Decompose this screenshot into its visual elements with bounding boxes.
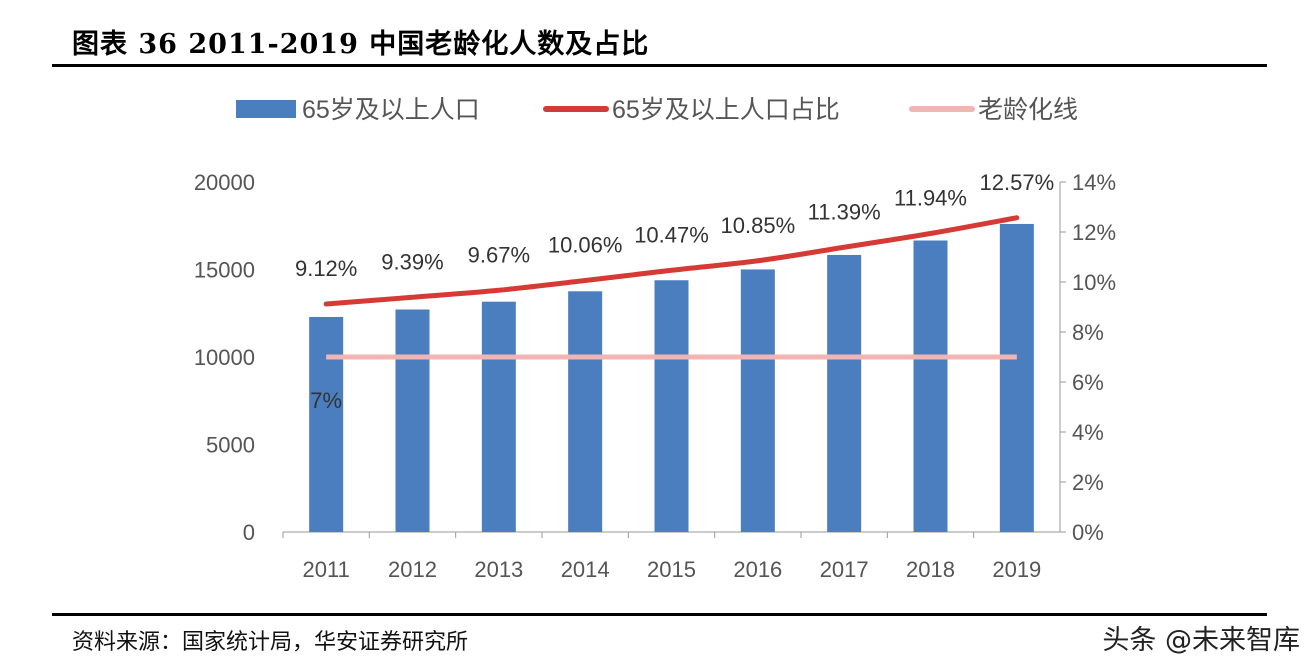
right-tick-label: 4% <box>1072 420 1104 445</box>
bar-2014 <box>568 291 603 532</box>
right-tick-label: 6% <box>1072 370 1104 395</box>
ratio-line <box>323 215 1020 307</box>
x-tick-label: 2017 <box>820 557 869 582</box>
right-tick-label: 14% <box>1072 170 1116 195</box>
bar-2017 <box>827 254 862 532</box>
ratio-data-label: 9.39% <box>381 249 443 274</box>
bar-2018 <box>913 240 948 533</box>
aging-line-label: 7% <box>310 388 342 413</box>
x-tick-label: 2019 <box>992 557 1041 582</box>
ratio-data-label: 9.67% <box>468 242 530 267</box>
x-tick-label: 2012 <box>388 557 437 582</box>
left-tick-label: 10000 <box>194 345 255 370</box>
x-tick-label: 2014 <box>561 557 610 582</box>
right-tick-label: 12% <box>1072 220 1116 245</box>
ratio-data-label: 10.06% <box>548 233 623 258</box>
legend-label-ratio: 65岁及以上人口占比 <box>612 96 840 124</box>
footer-rule <box>52 613 1267 616</box>
bar-2011 <box>309 316 344 532</box>
bar-2012 <box>395 309 430 532</box>
x-tick-label: 2011 <box>303 557 350 582</box>
x-tick-label: 2018 <box>906 557 955 582</box>
ratio-data-label: 11.94% <box>894 186 967 211</box>
x-tick-label: 2013 <box>474 557 523 582</box>
bar-2013 <box>481 301 516 532</box>
x-tick-label: 2015 <box>647 557 696 582</box>
right-tick-label: 2% <box>1072 470 1104 495</box>
x-tick-label: 2016 <box>733 557 782 582</box>
ratio-data-label: 10.47% <box>634 222 709 247</box>
left-tick-label: 15000 <box>194 258 255 283</box>
figure-title: 图表 36 2011-2019 中国老龄化人数及占比 <box>72 29 650 60</box>
legend-label-population: 65岁及以上人口 <box>302 96 480 124</box>
left-tick-label: 20000 <box>194 170 255 195</box>
left-tick-label: 5000 <box>206 433 255 458</box>
bar-2015 <box>654 280 689 532</box>
ratio-data-label: 9.12% <box>295 256 357 281</box>
watermark: 头条 @未来智库 <box>1102 625 1300 656</box>
source-note: 资料来源：国家统计局，华安证券研究所 <box>72 630 469 655</box>
ratio-data-label: 10.85% <box>721 213 796 238</box>
bar-2019 <box>999 223 1034 532</box>
bar-2016 <box>740 269 775 532</box>
legend-swatch-population <box>236 100 296 118</box>
ratio-data-label: 12.57% <box>980 170 1055 195</box>
ratio-data-label: 11.39% <box>808 199 881 224</box>
left-tick-label: 0 <box>243 520 255 545</box>
title-rule <box>52 64 1267 67</box>
legend-label-aging-line: 老龄化线 <box>978 96 1078 124</box>
right-tick-label: 8% <box>1072 320 1104 345</box>
right-tick-label: 10% <box>1072 270 1116 295</box>
right-tick-label: 0% <box>1072 520 1104 545</box>
